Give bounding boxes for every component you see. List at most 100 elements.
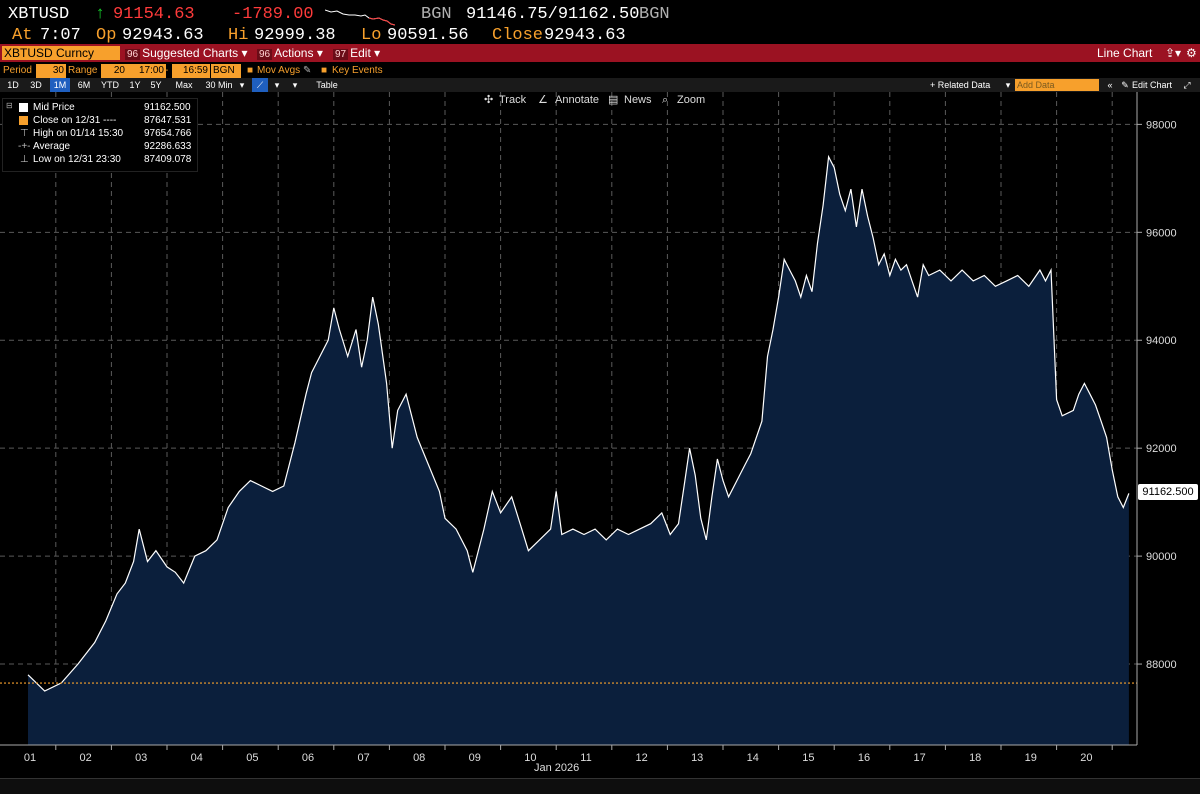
mov-avgs-label[interactable]: Mov Avgs	[257, 65, 301, 76]
x-tick-label: 02	[79, 752, 91, 764]
at-label: At	[12, 26, 33, 45]
legend-row: Mid Price 91162.500	[3, 101, 197, 114]
tab-ytd[interactable]: YTD	[101, 80, 119, 90]
tab-interval[interactable]: 30 Min	[205, 80, 233, 90]
range-input[interactable]: 20	[101, 64, 127, 78]
menu-bar: XBTUSD Curncy 96 Suggested Charts ▾ 96 Act…	[0, 44, 1200, 62]
legend-value: 91162.500	[144, 102, 191, 113]
range-label: Range	[68, 65, 98, 76]
x-tick-label: 03	[135, 752, 147, 764]
expand-icon[interactable]: ⤢	[1183, 80, 1191, 90]
legend-value: 97654.766	[144, 128, 192, 139]
settings-icon[interactable]: ⚙	[1186, 46, 1197, 60]
x-tick-label: 16	[858, 752, 870, 764]
up-arrow-icon: ↑	[95, 5, 106, 24]
x-tick-label: 04	[191, 752, 203, 764]
source-input[interactable]: BGN	[211, 64, 241, 78]
low-label: Lo	[361, 26, 382, 45]
track-icon[interactable]: ✣	[484, 94, 494, 106]
key-events-label[interactable]: Key Events	[332, 65, 383, 76]
chart-type-label: Line Chart	[1097, 46, 1153, 60]
more-dropdown-icon[interactable]: ▾	[292, 80, 298, 90]
at-time: 7:07	[40, 26, 81, 45]
x-tick-label: 06	[302, 752, 314, 764]
last-price: 91154.63	[113, 5, 195, 24]
edit-chart-button[interactable]: Edit Chart	[1132, 80, 1173, 90]
add-data-input[interactable]: Add Data	[1015, 79, 1099, 91]
current-price-tag: 91162.500	[1138, 484, 1198, 500]
dropdown-arrow-icon: ▾	[241, 46, 248, 60]
legend-label: Average	[33, 141, 71, 152]
key-events-checkbox-icon[interactable]: ■	[321, 65, 328, 76]
legend-label: Mid Price	[33, 102, 75, 113]
collapse-icon[interactable]: «	[1107, 80, 1113, 90]
table-button[interactable]: Table	[316, 80, 338, 90]
share-icon[interactable]: ⇪▾	[1165, 46, 1182, 60]
news-icon[interactable]: ▤	[608, 94, 619, 106]
x-tick-label: 13	[691, 752, 703, 764]
y-tick-label: 98000	[1146, 119, 1177, 131]
quote-header-line2: At 7:07 Op 92943.63 Hi 92999.38 Lo 90591…	[0, 25, 1200, 47]
news-button[interactable]: News	[624, 94, 652, 106]
x-tick-label: 18	[969, 752, 981, 764]
tab-5y[interactable]: 5Y	[150, 80, 162, 90]
edit-menu[interactable]: 97 Edit ▾	[333, 44, 380, 62]
legend-collapse-icon[interactable]: ⊟	[6, 101, 13, 110]
track-button[interactable]: Track	[499, 94, 527, 106]
pencil-edit-icon[interactable]: ✎	[1121, 80, 1129, 90]
low-value: 90591.56	[387, 26, 469, 45]
related-data-button[interactable]: + Related Data	[930, 80, 991, 90]
orange-square-icon	[19, 116, 28, 125]
y-tick-label: 90000	[1146, 551, 1177, 563]
y-tick-label: 92000	[1146, 443, 1177, 455]
legend-row: ⊥ Low on 12/31 23:30 87409.078	[3, 153, 197, 166]
dropdown-arrow-icon: ▾	[374, 46, 381, 60]
tab-6m[interactable]: 6M	[77, 80, 91, 90]
security-input[interactable]: XBTUSD Curncy	[2, 46, 120, 60]
actions-menu[interactable]: 96 Actions ▾	[257, 44, 323, 62]
annotate-button[interactable]: Annotate	[555, 94, 600, 106]
zoom-button[interactable]: Zoom	[677, 94, 706, 106]
low-marker-icon: ⊥	[20, 154, 29, 165]
line-chart-icon[interactable]: ⟋	[252, 78, 268, 92]
x-tick-label: 12	[635, 752, 647, 764]
actions-label: Actions	[274, 46, 314, 60]
mov-avgs-checkbox-icon[interactable]: ■	[247, 65, 254, 76]
tab-row: 1D 3D 1M 6M YTD 1Y 5Y Max 30 Min ▾ ⟋ ▾ ▾…	[0, 78, 1200, 92]
tab-3d[interactable]: 3D	[30, 80, 42, 90]
legend-label: High on 01/14 15:30	[33, 128, 124, 139]
time-separator: -	[165, 65, 169, 76]
net-change: -1789.00	[232, 5, 314, 24]
x-tick-label: 15	[802, 752, 814, 764]
x-axis: 01 02 03 04 05 06 07 08 09 10 11 12 13 14 15 16 17 18 19 20	[0, 744, 1137, 764]
x-axis-month-label: Jan 2026	[534, 762, 580, 774]
x-tick-label: 08	[413, 752, 425, 764]
legend-label: Close on 12/31 ----	[33, 115, 117, 126]
bid-ask-source-2: BGN	[639, 5, 670, 24]
tab-max[interactable]: Max	[175, 80, 193, 90]
interval-dropdown-icon[interactable]: ▾	[239, 80, 245, 90]
pencil-icon[interactable]: ✎	[303, 65, 312, 76]
y-tick-label: 94000	[1146, 335, 1177, 347]
annotate-icon[interactable]: ∠	[538, 94, 548, 106]
related-dropdown-icon[interactable]: ▾	[1005, 80, 1011, 90]
tab-1y[interactable]: 1Y	[129, 80, 141, 90]
x-tick-label: 05	[246, 752, 258, 764]
y-axis: 88000 90000 92000 94000 96000 98000	[1136, 92, 1177, 745]
legend-label: Low on 12/31 23:30	[33, 154, 121, 165]
time-to-input[interactable]: 16:59	[172, 64, 210, 78]
time-from-input[interactable]: 17:00	[126, 64, 166, 78]
legend-value: 87409.078	[144, 154, 192, 165]
suggested-charts-menu[interactable]: 96 Suggested Charts ▾	[125, 44, 248, 62]
tab-1m[interactable]: 1M	[50, 78, 70, 92]
tab-1d[interactable]: 1D	[7, 80, 19, 90]
period-input[interactable]: 30	[36, 64, 66, 78]
price-line-series	[27, 154, 1130, 692]
edit-num: 97	[333, 49, 349, 60]
quote-header-line1: XBTUSD ↑ 91154.63 -1789.00 BGN 91146.75/…	[0, 4, 1200, 26]
zoom-icon[interactable]: ⌕	[662, 94, 669, 106]
x-tick-label: 09	[469, 752, 481, 764]
high-value: 92999.38	[254, 26, 336, 45]
chart-style-dropdown-icon[interactable]: ▾	[274, 80, 280, 90]
